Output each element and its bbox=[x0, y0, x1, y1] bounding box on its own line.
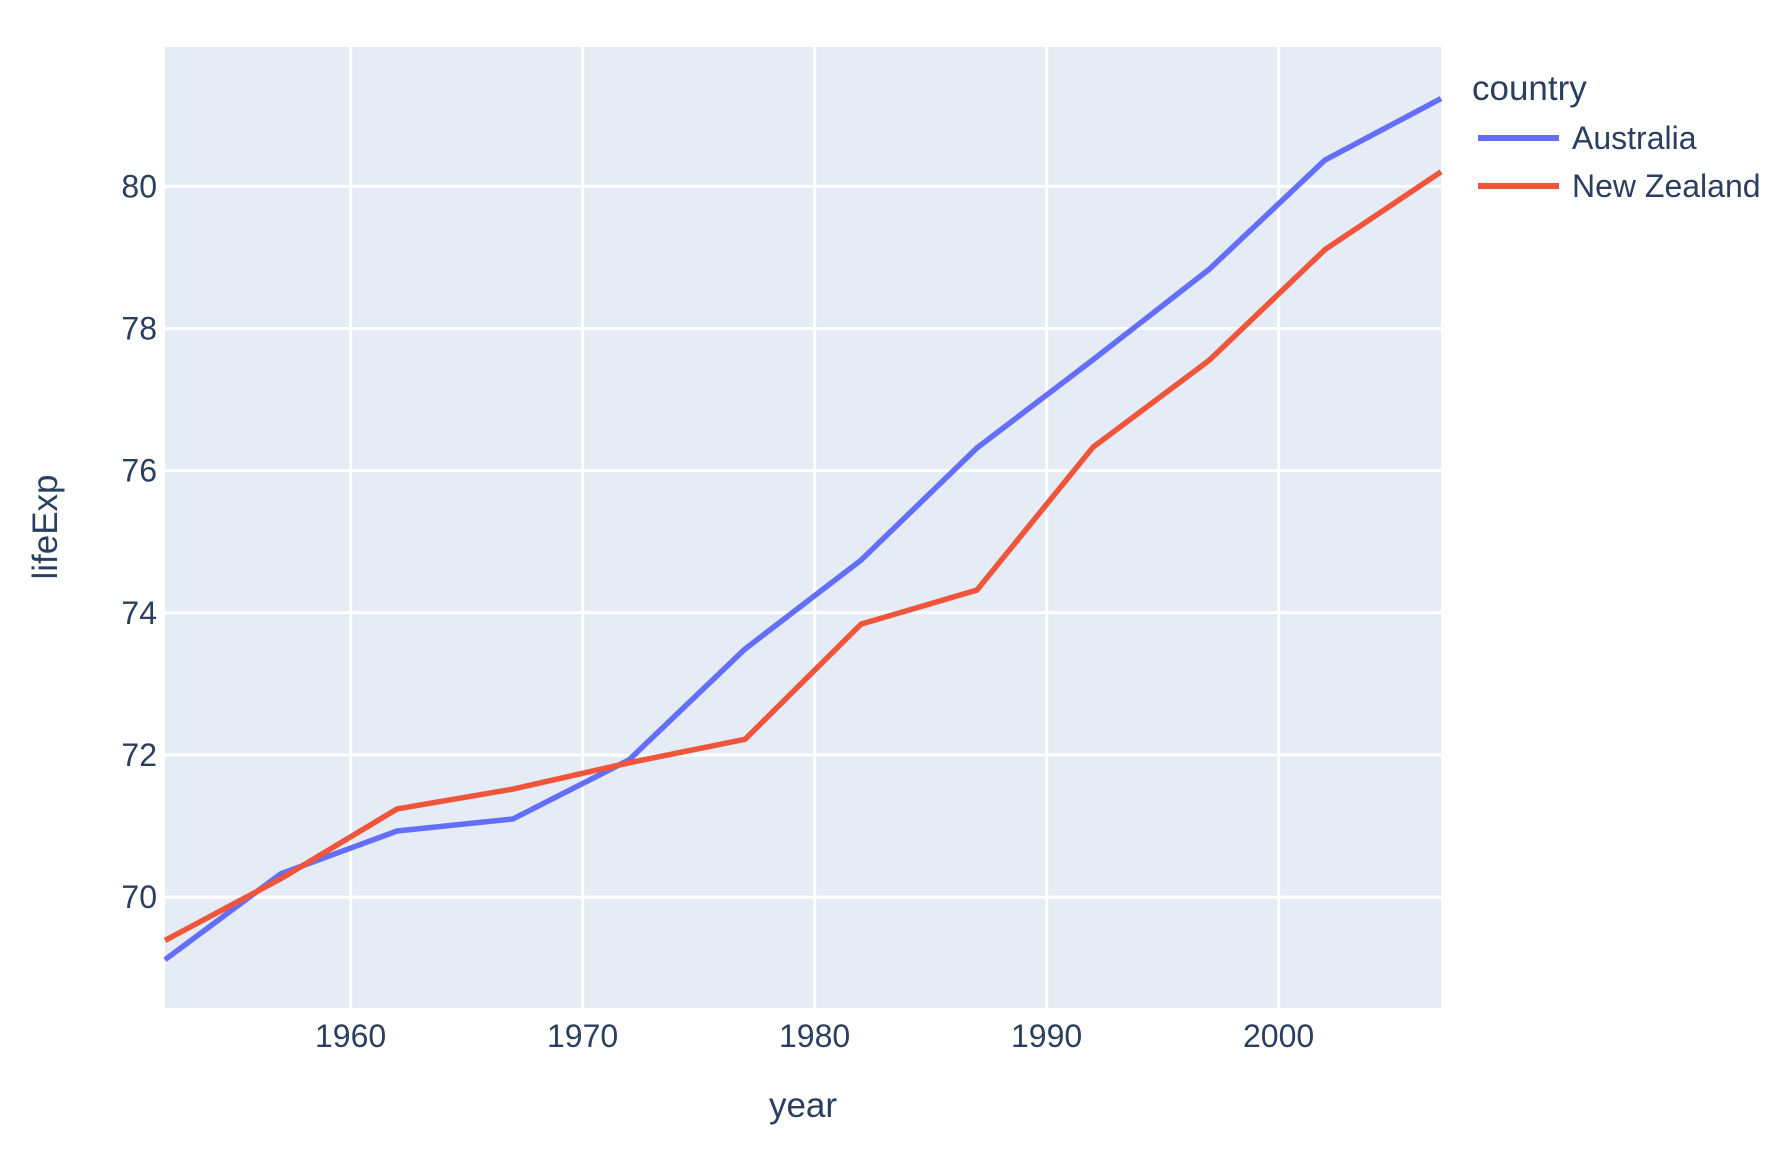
legend-item-label: New Zealand bbox=[1572, 167, 1761, 204]
legend-items: Australia New Zealand bbox=[1472, 114, 1761, 210]
x-tick-label: 1970 bbox=[547, 1018, 618, 1054]
series-line-australia[interactable] bbox=[163, 96, 1443, 962]
legend: country Australia New Zealand bbox=[1472, 68, 1761, 210]
y-tick-label: 76 bbox=[121, 453, 157, 489]
y-axis-title: lifeExp bbox=[26, 474, 65, 580]
series-line-new-zealand[interactable] bbox=[163, 169, 1443, 943]
legend-swatch-new-zealand bbox=[1478, 183, 1559, 189]
legend-swatch-australia bbox=[1478, 135, 1559, 141]
y-tick-label: 72 bbox=[121, 737, 157, 773]
plot-area[interactable] bbox=[165, 47, 1441, 1008]
x-tick-label: 1980 bbox=[779, 1018, 850, 1054]
legend-item-label: Australia bbox=[1572, 119, 1697, 156]
legend-item-new-zealand[interactable]: New Zealand bbox=[1472, 162, 1761, 210]
x-tick-label: 2000 bbox=[1243, 1018, 1314, 1054]
y-tick-label: 74 bbox=[121, 595, 157, 631]
y-tick-label: 80 bbox=[121, 168, 157, 204]
y-tick-label: 70 bbox=[121, 879, 157, 915]
y-tick-label: 78 bbox=[121, 310, 157, 346]
legend-item-australia[interactable]: Australia bbox=[1472, 114, 1761, 162]
x-tick-label: 1960 bbox=[315, 1018, 386, 1054]
legend-title: country bbox=[1472, 69, 1587, 108]
x-axis-title: year bbox=[768, 1086, 838, 1125]
x-tick-label: 1990 bbox=[1011, 1018, 1082, 1054]
